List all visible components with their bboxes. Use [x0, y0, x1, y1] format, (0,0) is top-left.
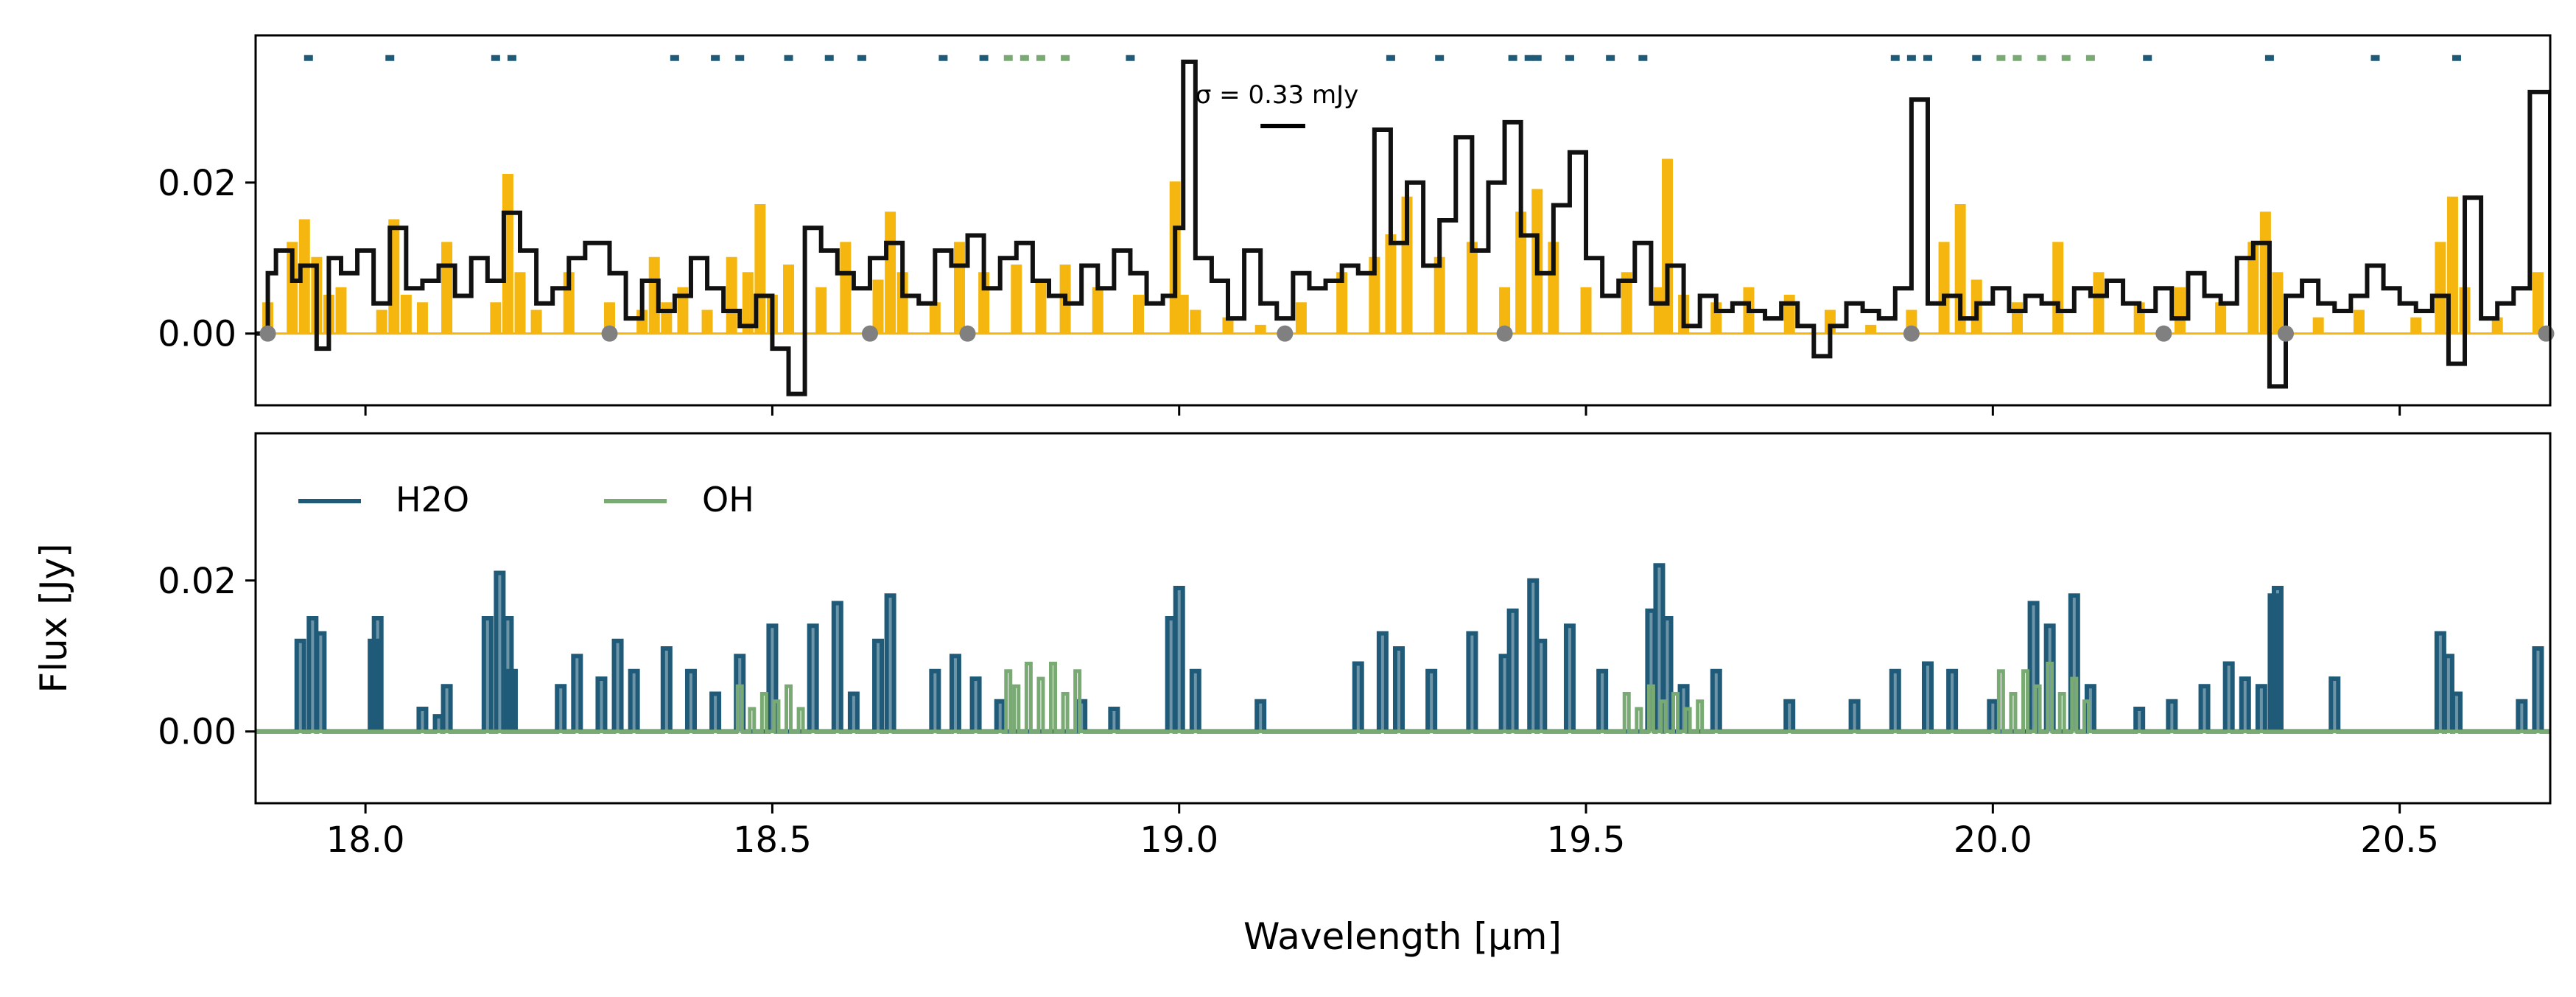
gray-marker	[2278, 325, 2295, 342]
oh-series	[256, 661, 2550, 734]
gray-marker	[1496, 325, 1513, 342]
gray-marker	[2155, 325, 2172, 342]
gray-marker	[1277, 325, 1294, 342]
top-x-axis	[364, 405, 2401, 416]
gray-marker	[2538, 325, 2555, 342]
top-axes-frame	[254, 34, 2552, 407]
bottom-xtick-label: 19.5	[1547, 819, 1626, 861]
gray-marker	[601, 325, 618, 342]
gray-markers	[259, 325, 2555, 342]
bottom-xtick-label: 18.0	[326, 819, 405, 861]
h2o-series	[256, 563, 2550, 734]
legend: H2O OH	[298, 480, 754, 520]
top-ytick-label: 0.00	[158, 314, 236, 355]
top-y-axis: 0.00 0.02	[158, 163, 256, 355]
observed-line	[256, 59, 2550, 396]
bottom-y-axis: 0.00 0.02	[158, 561, 256, 753]
h2o-line	[256, 563, 2550, 734]
legend-label-h2o: H2O	[396, 480, 469, 520]
bottom-x-axis: 18.0 18.5 19.0 19.5 20.0 20.5	[326, 803, 2439, 861]
bottom-xtick-label: 18.5	[733, 819, 812, 861]
oh-line	[256, 661, 2550, 734]
bottom-ytick-label: 0.02	[158, 561, 236, 602]
observed-spectrum-series	[256, 59, 2550, 396]
gray-marker	[1903, 325, 1920, 342]
gray-marker	[259, 325, 276, 342]
bottom-xtick-label: 20.5	[2360, 819, 2439, 861]
top-panel: σ = 0.33 mJy 0.00 0.02	[158, 34, 2555, 416]
bottom-xtick-label: 19.0	[1140, 819, 1218, 861]
gray-marker	[959, 325, 976, 342]
bottom-panel: 0.00 0.02 18.0 18.5 19.0 19.5 20.0 20.5 H2O OH…	[32, 432, 2552, 958]
legend-label-oh: OH	[702, 480, 754, 520]
bottom-xtick-label: 20.0	[1954, 819, 2032, 861]
x-axis-label: Wavelength [µm]	[1243, 915, 1562, 958]
gray-marker	[861, 325, 878, 342]
bottom-axes-frame	[254, 432, 2552, 805]
y-axis-label: Flux [Jy]	[32, 543, 75, 693]
bottom-ytick-label: 0.00	[158, 712, 236, 753]
top-ytick-label: 0.02	[158, 163, 236, 204]
sigma-annotation: σ = 0.33 mJy	[1196, 80, 1358, 110]
